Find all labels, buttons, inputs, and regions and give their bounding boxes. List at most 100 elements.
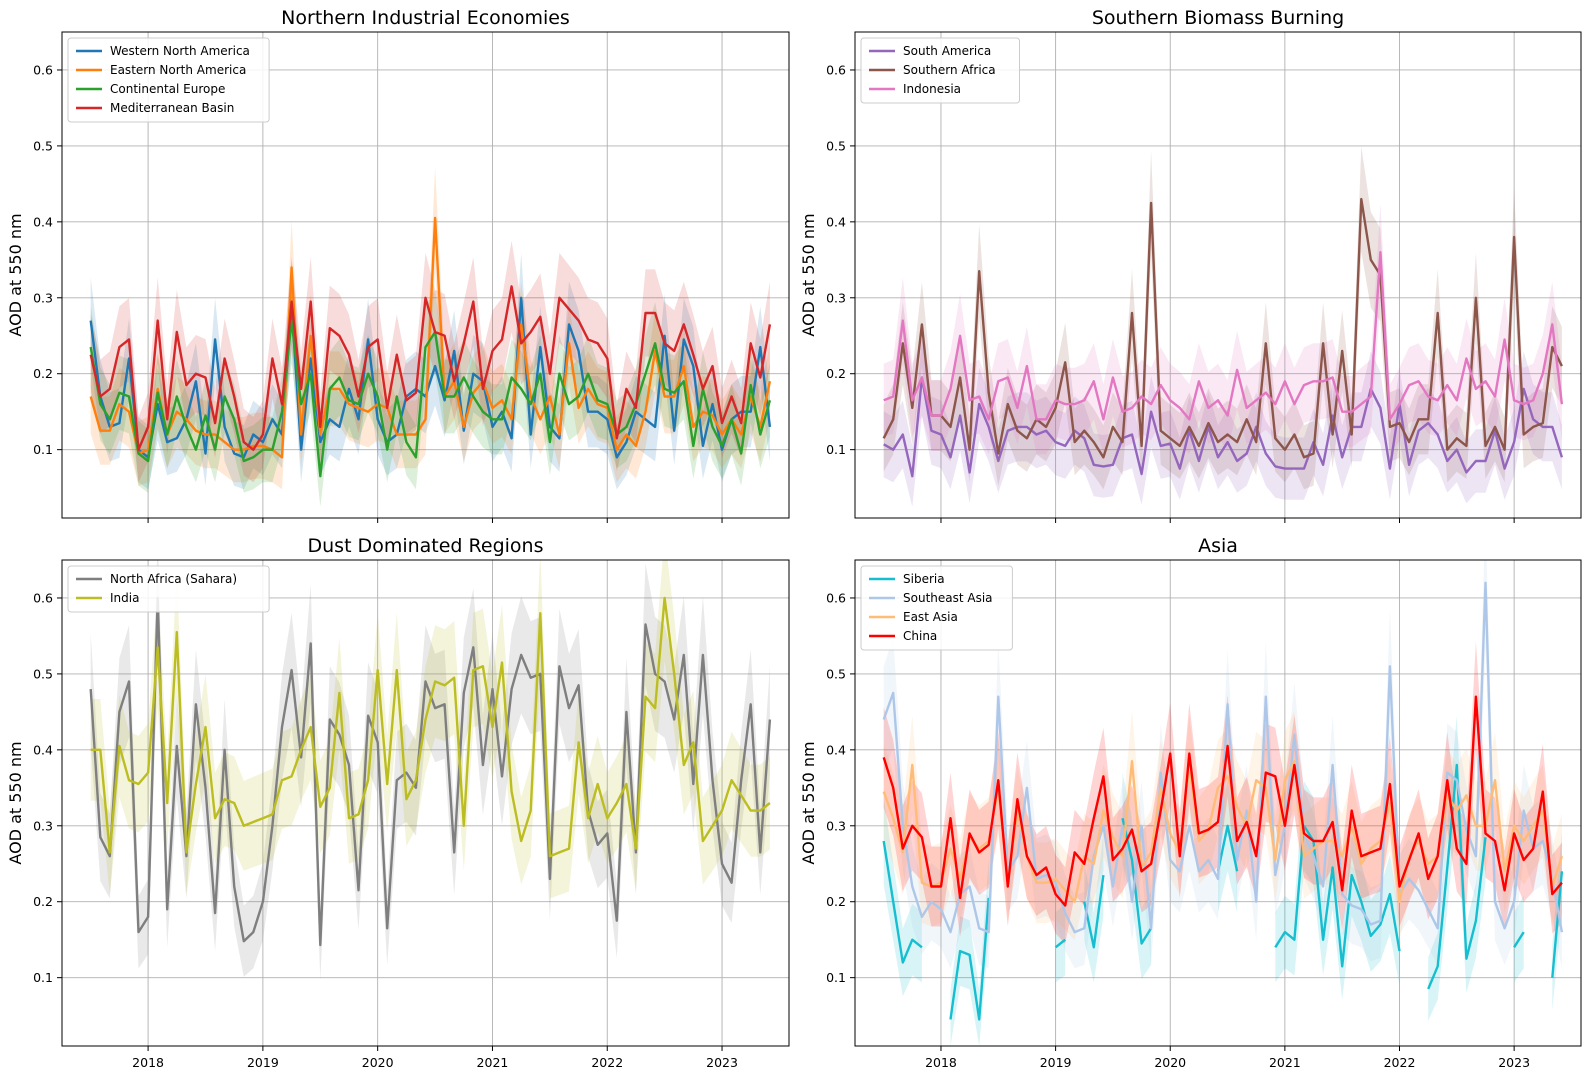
y-tick-label: 0.1 bbox=[33, 970, 53, 985]
x-tick-label: 2018 bbox=[132, 1055, 164, 1070]
panel-title: Asia bbox=[1198, 535, 1238, 557]
line-siberia bbox=[1427, 763, 1487, 990]
y-tick-label: 0.5 bbox=[826, 666, 846, 681]
line-siberia bbox=[949, 897, 990, 1021]
x-tick-label: 2020 bbox=[362, 1055, 394, 1070]
line-north-africa-sahara- bbox=[89, 596, 772, 947]
band-east-asia bbox=[883, 711, 1562, 941]
panel-title: Dust Dominated Regions bbox=[308, 535, 544, 557]
legend: North Africa (Sahara) India bbox=[67, 565, 270, 613]
series-layer bbox=[89, 166, 772, 507]
y-tick-label: 0.2 bbox=[33, 366, 53, 381]
legend-label: Eastern North America bbox=[110, 63, 246, 77]
band-indonesia bbox=[883, 203, 1562, 455]
line-southern-africa bbox=[882, 197, 1563, 459]
y-tick-label: 0.3 bbox=[826, 290, 846, 305]
legend: Siberia Southeast Asia East Asia China bbox=[860, 565, 1013, 651]
y-tick-label: 0.4 bbox=[826, 742, 846, 757]
y-tick-label: 0.1 bbox=[826, 442, 846, 457]
legend-label: India bbox=[110, 591, 139, 605]
band-western-north-america bbox=[90, 253, 770, 490]
y-tick-label: 0.5 bbox=[33, 138, 53, 153]
legend-label: Siberia bbox=[903, 572, 945, 586]
y-tick-label: 0.3 bbox=[33, 818, 53, 833]
y-tick-label: 0.3 bbox=[826, 818, 846, 833]
legend-label: Continental Europe bbox=[110, 82, 225, 96]
band-siberia bbox=[1122, 772, 1152, 979]
y-axis-label: AOD at 550 nm bbox=[799, 213, 818, 336]
x-tick-label: 2021 bbox=[1269, 1055, 1301, 1070]
y-tick-label: 0.1 bbox=[33, 442, 53, 457]
panel-1: 0.1 0.2 0.3 0.4 0.5 0.6 Northern Industrial Ec… bbox=[6, 7, 790, 523]
panel-title: Southern Biomass Burning bbox=[1092, 7, 1344, 29]
legend-label: Indonesia bbox=[903, 82, 961, 96]
x-tick-label: 2022 bbox=[1384, 1055, 1416, 1070]
band-south-america bbox=[883, 339, 1562, 507]
legend-label: Western North America bbox=[110, 44, 250, 58]
legend-label: Mediterranean Basin bbox=[110, 101, 234, 115]
y-tick-label: 0.2 bbox=[826, 366, 846, 381]
band-continental-europe bbox=[90, 277, 770, 507]
y-tick-label: 0.6 bbox=[826, 590, 846, 605]
y-tick-label: 0.5 bbox=[826, 138, 846, 153]
line-siberia bbox=[1551, 871, 1564, 978]
band-north-africa-sahara- bbox=[90, 560, 770, 981]
x-tick-label: 2022 bbox=[591, 1055, 623, 1070]
legend-box bbox=[67, 37, 270, 123]
plot-frame bbox=[854, 559, 1582, 1047]
legend-label: North Africa (Sahara) bbox=[110, 572, 237, 586]
line-china bbox=[882, 695, 1563, 907]
line-western-north-america bbox=[89, 296, 772, 459]
panel-title: Northern Industrial Economies bbox=[281, 7, 570, 29]
line-indonesia bbox=[883, 250, 1564, 421]
legend: South America Southern Africa Indonesia bbox=[860, 37, 1020, 104]
band-mediterranean-basin bbox=[90, 240, 770, 483]
legend-label: East Asia bbox=[903, 610, 958, 624]
y-tick-label: 0.2 bbox=[826, 894, 846, 909]
legend-box bbox=[67, 565, 270, 613]
y-tick-label: 0.2 bbox=[33, 894, 53, 909]
x-tick-label: 2023 bbox=[706, 1055, 738, 1070]
x-tick-label: 2019 bbox=[247, 1055, 279, 1070]
x-tick-label: 2020 bbox=[1154, 1055, 1186, 1070]
plot-frame bbox=[61, 31, 790, 519]
line-mediterranean-basin bbox=[89, 285, 772, 451]
band-siberia bbox=[1084, 834, 1104, 983]
x-tick-label: 2021 bbox=[477, 1055, 509, 1070]
plot-frame bbox=[854, 31, 1582, 519]
y-tick-label: 0.6 bbox=[33, 590, 53, 605]
line-india bbox=[90, 596, 771, 858]
y-tick-label: 0.4 bbox=[33, 742, 53, 757]
y-tick-label: 0.6 bbox=[33, 62, 53, 77]
line-continental-europe bbox=[89, 319, 772, 478]
legend-box bbox=[860, 37, 1020, 104]
legend-label: Southeast Asia bbox=[903, 591, 993, 605]
legend: Western North America Eastern North Ameri… bbox=[67, 37, 270, 123]
y-tick-label: 0.4 bbox=[826, 214, 846, 229]
y-axis-label: AOD at 550 nm bbox=[6, 213, 25, 336]
y-axis-label: AOD at 550 nm bbox=[799, 741, 818, 864]
plot-area bbox=[855, 32, 1581, 518]
x-tick-label: 2018 bbox=[925, 1055, 957, 1070]
line-south-america bbox=[883, 376, 1564, 478]
series-layer bbox=[882, 146, 1564, 507]
panel-3: 0.1 0.2 0.3 0.4 0.5 0.6 2018 2019 2020 2021 2022 20… bbox=[6, 535, 790, 1070]
line-siberia bbox=[882, 840, 923, 964]
y-tick-label: 0.1 bbox=[826, 970, 846, 985]
band-india bbox=[90, 560, 770, 899]
y-axis-label: AOD at 550 nm bbox=[6, 741, 25, 864]
band-siberia bbox=[950, 858, 989, 1046]
series-layer bbox=[882, 560, 1564, 1046]
x-tick-label: 2019 bbox=[1040, 1055, 1072, 1070]
y-tick-label: 0.4 bbox=[33, 214, 53, 229]
band-southeast-asia bbox=[883, 560, 1562, 969]
line-siberia bbox=[1274, 824, 1401, 968]
line-siberia bbox=[1054, 938, 1066, 949]
panel-2: 0.1 0.2 0.3 0.4 0.5 0.6 Southern Biomass Burni… bbox=[799, 7, 1582, 523]
panel-4: 0.1 0.2 0.3 0.4 0.5 0.6 2018 2019 2020 2021 2022 20… bbox=[799, 535, 1582, 1070]
band-siberia bbox=[883, 797, 922, 997]
y-tick-label: 0.3 bbox=[33, 290, 53, 305]
y-tick-label: 0.6 bbox=[826, 62, 846, 77]
line-siberia bbox=[1083, 874, 1105, 949]
